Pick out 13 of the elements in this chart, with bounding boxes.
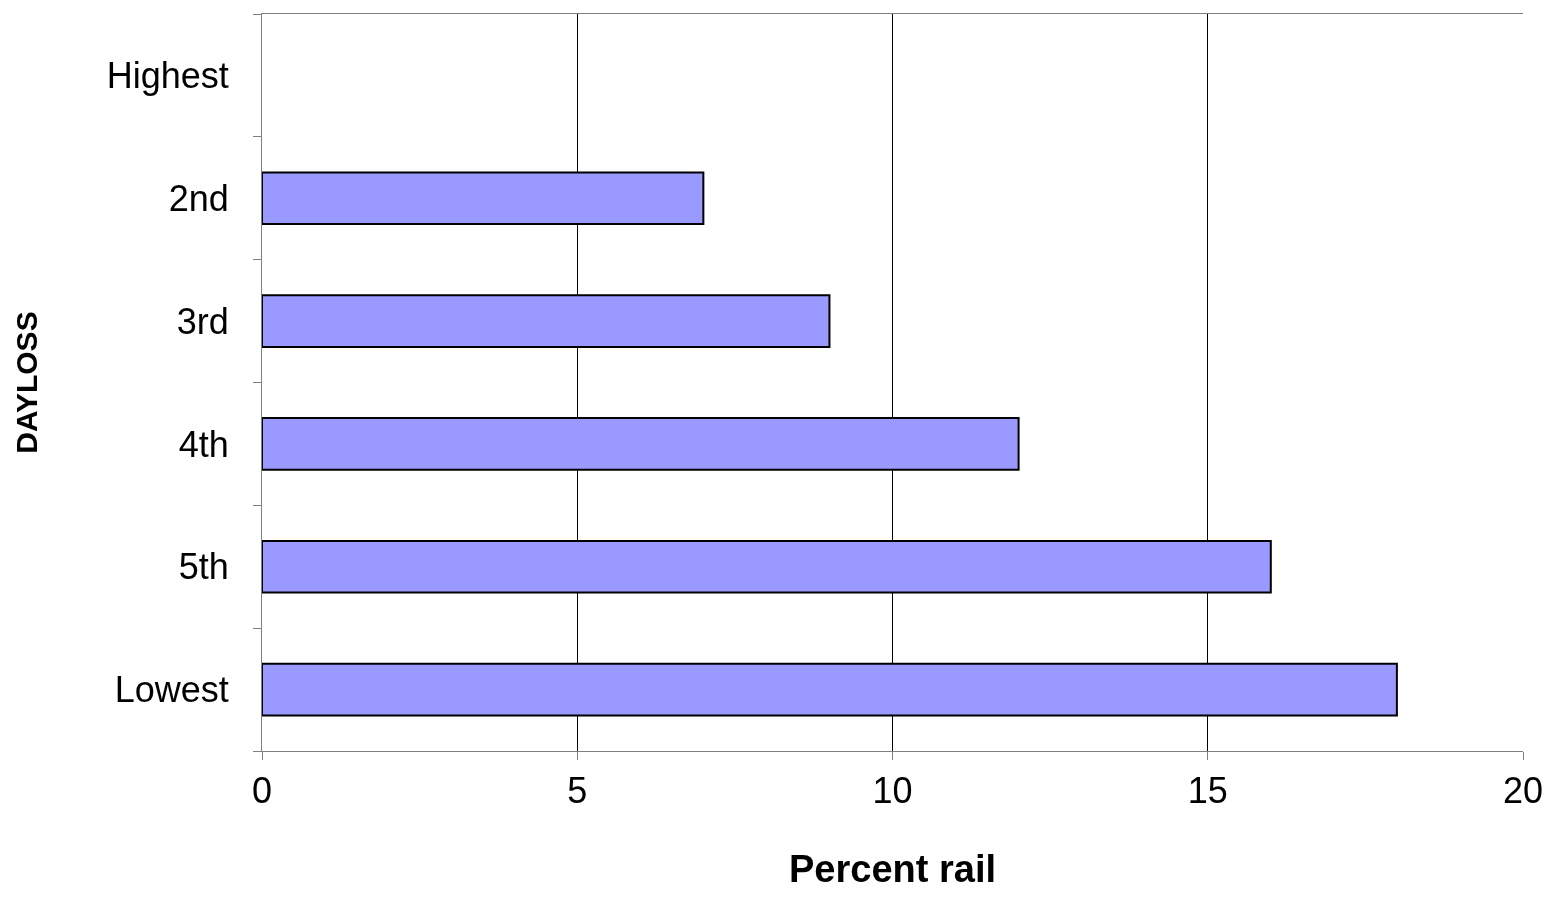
y-tick-label: 4th [178, 423, 229, 465]
x-tick-label: 10 [872, 770, 913, 812]
x-tick-label: 0 [251, 770, 273, 812]
y-tick-label: 5th [178, 546, 229, 588]
x-tick-label: 5 [567, 770, 588, 812]
x-tick-label: 20 [1502, 770, 1544, 812]
y-axis-title: DAYLOSS [9, 311, 43, 454]
x-axis-title: Percent rail [789, 848, 996, 891]
y-tick-label: Highest [106, 55, 229, 97]
x-tick-label: 15 [1187, 770, 1228, 812]
y-tick-label: Lowest [114, 669, 229, 711]
y-tick-label: 3rd [176, 300, 229, 342]
y-tick-label: 2nd [168, 177, 229, 219]
